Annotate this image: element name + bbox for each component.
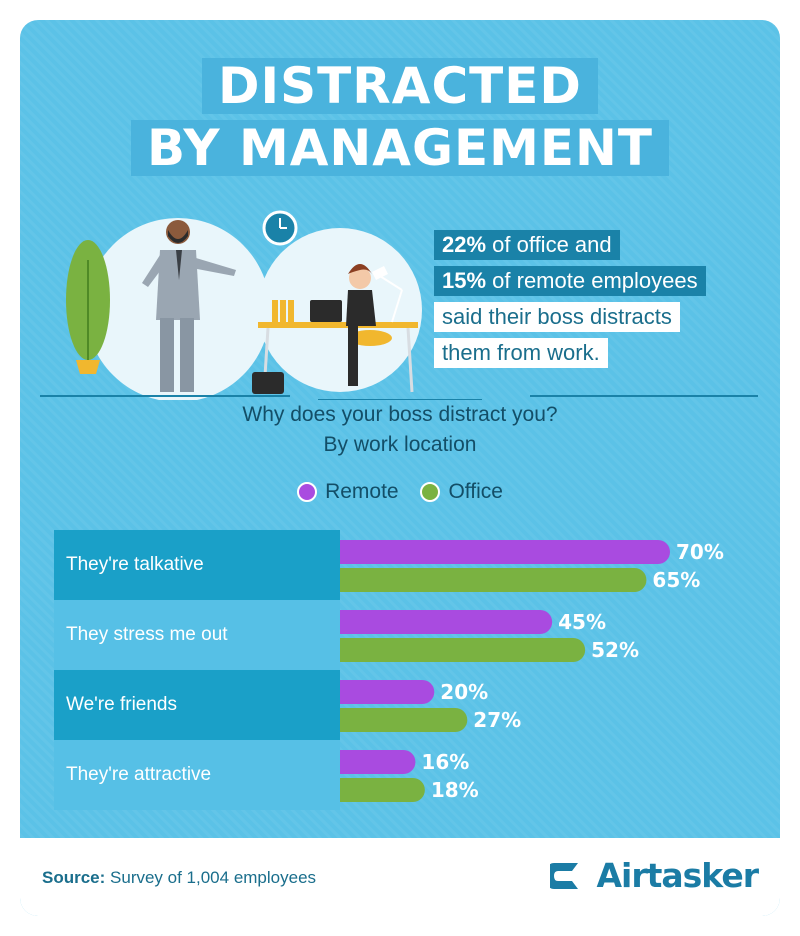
clock-icon [262, 210, 298, 246]
bar-office-4-base [340, 778, 364, 802]
data-label-office-2: 52% [591, 638, 639, 662]
legend-office-swatch [420, 482, 441, 502]
stat-line-2-text: of remote employees [486, 268, 698, 293]
stat-line-4: them from work. [434, 338, 608, 368]
source-text: Survey of 1,004 employees [105, 868, 317, 887]
bar-office-1-base [340, 568, 364, 592]
bar-remote-2-base [340, 610, 364, 634]
bar-remote-2 [340, 610, 553, 634]
bar-chart: 70% 65% 45% 52% 20% 27%16% 18% [340, 540, 724, 802]
title-line-1: DISTRACTED [202, 58, 598, 114]
row-label-3: We're friends [54, 670, 340, 740]
boss-figure [142, 220, 236, 392]
stat-line-1-text: of office and [486, 232, 612, 257]
stat-remote-pct: 15% [442, 268, 487, 293]
plant-icon [66, 240, 110, 374]
legend-office-label: Office [448, 480, 503, 503]
bar-office-3 [340, 708, 468, 732]
stat-callout: 22% of office and 15% of remote employee… [434, 230, 706, 374]
data-label-remote-2: 45% [558, 610, 606, 634]
bar-office-1 [340, 568, 647, 592]
bar-office-2-base [340, 638, 364, 662]
brand-logo: Airtasker [550, 856, 759, 895]
source-note: Source: Survey of 1,004 employees [42, 868, 316, 888]
stat-office-pct: 22% [442, 232, 487, 257]
data-label-remote-1: 70% [676, 540, 724, 564]
data-label-office-3: 27% [473, 708, 521, 732]
title: DISTRACTED BY MANAGEMENT [20, 58, 780, 182]
bar-remote-3-base [340, 680, 364, 704]
stat-line-1: 22% of office and [434, 230, 620, 260]
question-line-1: Why does your boss distract you? [242, 403, 558, 426]
brand-name: Airtasker [596, 856, 759, 895]
legend-remote: Remote [297, 480, 399, 504]
illustration [40, 210, 758, 400]
data-label-remote-4: 16% [421, 750, 469, 774]
row-label-2: They stress me out [54, 600, 340, 670]
bar-office-3-base [340, 708, 364, 732]
title-line-2: BY MANAGEMENT [130, 120, 670, 176]
legend: Remote Office [20, 480, 780, 508]
bar-remote-4-base [340, 750, 364, 774]
stat-line-3: said their boss distracts [434, 302, 680, 332]
footer: Source: Survey of 1,004 employees Airtas… [20, 838, 780, 916]
stat-line-2: 15% of remote employees [434, 266, 706, 296]
data-label-office-4: 18% [431, 778, 479, 802]
chart-question: Why does your boss distract you? By work… [20, 400, 780, 460]
question-line-2: By work location [323, 433, 477, 456]
row-label-4: They're attractive [54, 740, 340, 810]
bar-remote-1 [340, 540, 670, 564]
legend-remote-label: Remote [325, 480, 399, 503]
bar-remote-1-base [340, 540, 364, 564]
row-label-1: They're talkative [54, 530, 340, 600]
bar-office-2 [340, 638, 586, 662]
data-label-remote-3: 20% [440, 680, 488, 704]
desk-scene [252, 264, 418, 394]
infographic-card: DISTRACTED BY MANAGEMENT [20, 20, 780, 916]
airtasker-logo-icon [550, 862, 579, 889]
data-label-office-1: 65% [652, 568, 700, 592]
legend-remote-swatch [297, 482, 318, 502]
source-label: Source: [42, 868, 106, 887]
legend-office: Office [420, 480, 503, 504]
